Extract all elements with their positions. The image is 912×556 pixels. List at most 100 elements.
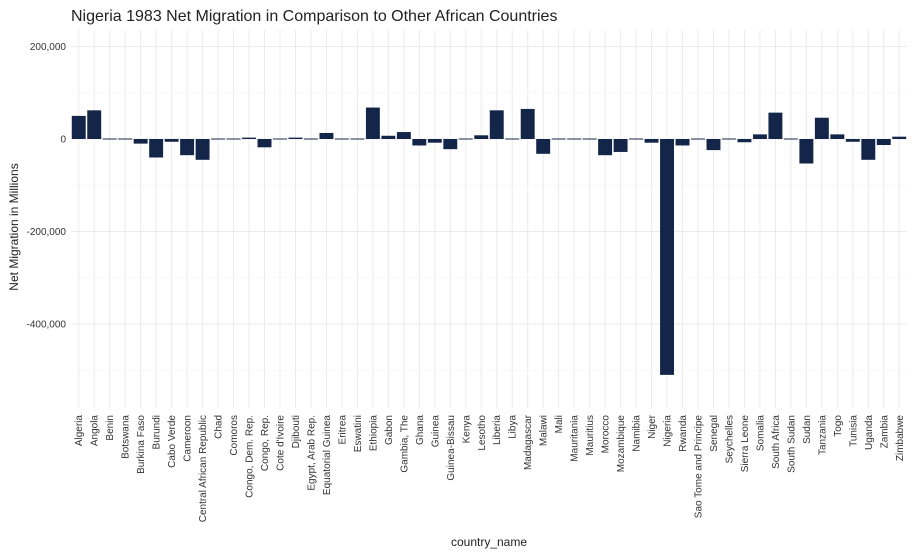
x-axis-title: country_name <box>451 535 527 549</box>
bar <box>644 139 659 143</box>
x-tick-label: Angola <box>90 415 101 447</box>
bar <box>551 138 566 140</box>
bar <box>273 138 287 140</box>
x-tick-label: Ghana <box>415 415 426 445</box>
x-tick-label: Sudan <box>802 415 813 444</box>
bar <box>334 138 349 140</box>
x-tick-label: Madagascar <box>523 414 534 470</box>
x-tick-label: Comoros <box>229 415 240 456</box>
x-tick-label: Burkina Faso <box>136 415 147 474</box>
bar <box>691 138 705 140</box>
x-axis-ticks: Algeria Angola Benin Botswana Burkina Faso Bu… <box>74 414 906 522</box>
bar <box>505 138 520 140</box>
x-tick-label: Lesotho <box>477 415 488 451</box>
x-tick-label: Congo, Rep. <box>260 415 271 471</box>
x-tick-label: Eswatini <box>353 415 364 452</box>
bar <box>783 138 798 140</box>
x-tick-label: Chad <box>214 415 225 439</box>
bar <box>536 139 551 154</box>
bar <box>350 138 365 140</box>
bar <box>164 139 179 142</box>
x-tick-label: Egypt, Arab Rep. <box>306 415 317 491</box>
bar <box>567 138 582 140</box>
x-tick-label: Zambia <box>879 415 890 449</box>
bar <box>226 138 241 140</box>
x-tick-label: Libya <box>508 415 519 439</box>
grid-lines <box>71 30 907 408</box>
x-tick-label: Seychelles <box>724 415 735 463</box>
bar <box>629 138 644 140</box>
bar <box>752 134 767 139</box>
bar <box>396 132 411 139</box>
x-tick-label: Tunisia <box>848 415 859 447</box>
bars-group <box>71 107 907 375</box>
bar <box>474 135 489 139</box>
x-tick-label: Zimbabwe <box>895 415 906 462</box>
bar <box>319 132 334 139</box>
x-tick-label: Malawi <box>539 415 550 446</box>
bar <box>845 139 860 142</box>
x-tick-label: Liberia <box>492 415 503 445</box>
x-tick-label: Mauritius <box>585 415 596 456</box>
bar <box>598 139 613 156</box>
x-tick-label: Burundi <box>152 415 163 449</box>
bar <box>892 136 907 139</box>
x-tick-label: Cameroon <box>183 415 194 462</box>
bar <box>737 139 752 143</box>
y-tick-label: 0 <box>60 135 66 146</box>
bar <box>381 135 396 139</box>
chart-title: Nigeria 1983 Net Migration in Comparison… <box>71 8 557 25</box>
x-tick-label: Benin <box>105 415 116 441</box>
x-tick-label: Guinea-Bissau <box>446 415 457 481</box>
bar <box>102 138 117 140</box>
bar <box>814 117 829 139</box>
bar <box>149 139 164 158</box>
bar <box>118 138 133 140</box>
x-tick-label: Eritrea <box>337 415 348 445</box>
x-tick-label: Congo, Dem. Rep. <box>245 415 256 498</box>
bar <box>180 139 195 156</box>
bar <box>288 137 303 139</box>
bar <box>87 110 102 139</box>
x-tick-label: Djibouti <box>291 415 302 448</box>
x-tick-label: Morocco <box>601 415 612 454</box>
x-tick-label: South Africa <box>771 415 782 469</box>
bar <box>660 139 675 375</box>
x-tick-label: Central African Republic <box>198 415 209 522</box>
x-tick-label: Mali <box>554 415 565 433</box>
bar <box>675 139 690 146</box>
x-tick-label: Guinea <box>430 415 441 448</box>
bar <box>458 138 473 140</box>
bar <box>71 115 86 139</box>
x-tick-label: Cote d'Ivoire <box>276 415 287 471</box>
y-tick-label: -200,000 <box>27 227 67 238</box>
x-tick-label: Gambia, The <box>399 415 410 473</box>
y-axis-title: Net Migration in Millions <box>7 163 21 290</box>
bar <box>799 139 814 164</box>
x-tick-label: South Sudan <box>786 415 797 473</box>
bar <box>443 139 458 150</box>
bar <box>489 110 504 139</box>
bar <box>242 137 257 139</box>
bar <box>520 108 535 139</box>
bar <box>412 139 427 146</box>
x-tick-label: Equatorial Guinea <box>322 415 333 495</box>
x-tick-label: Kenya <box>461 415 472 444</box>
x-tick-label: Uganda <box>864 415 875 450</box>
bar <box>133 139 148 144</box>
x-tick-label: Rwanda <box>678 415 689 452</box>
x-tick-label: Niger <box>647 414 658 439</box>
x-tick-label: Sao Tome and Principe <box>694 415 705 519</box>
y-tick-label: 200,000 <box>30 42 67 53</box>
bar <box>211 138 226 140</box>
x-tick-label: Algeria <box>74 415 85 447</box>
x-tick-label: Mauritania <box>570 415 581 462</box>
bar <box>195 139 210 160</box>
bar <box>582 138 597 140</box>
x-tick-label: Cabo Verde <box>167 415 178 468</box>
bar <box>303 138 318 140</box>
y-axis-ticks: 200,000 0 -200,000 -400,000 <box>27 42 67 331</box>
x-tick-label: Nigeria <box>663 415 674 447</box>
bar <box>257 139 272 148</box>
